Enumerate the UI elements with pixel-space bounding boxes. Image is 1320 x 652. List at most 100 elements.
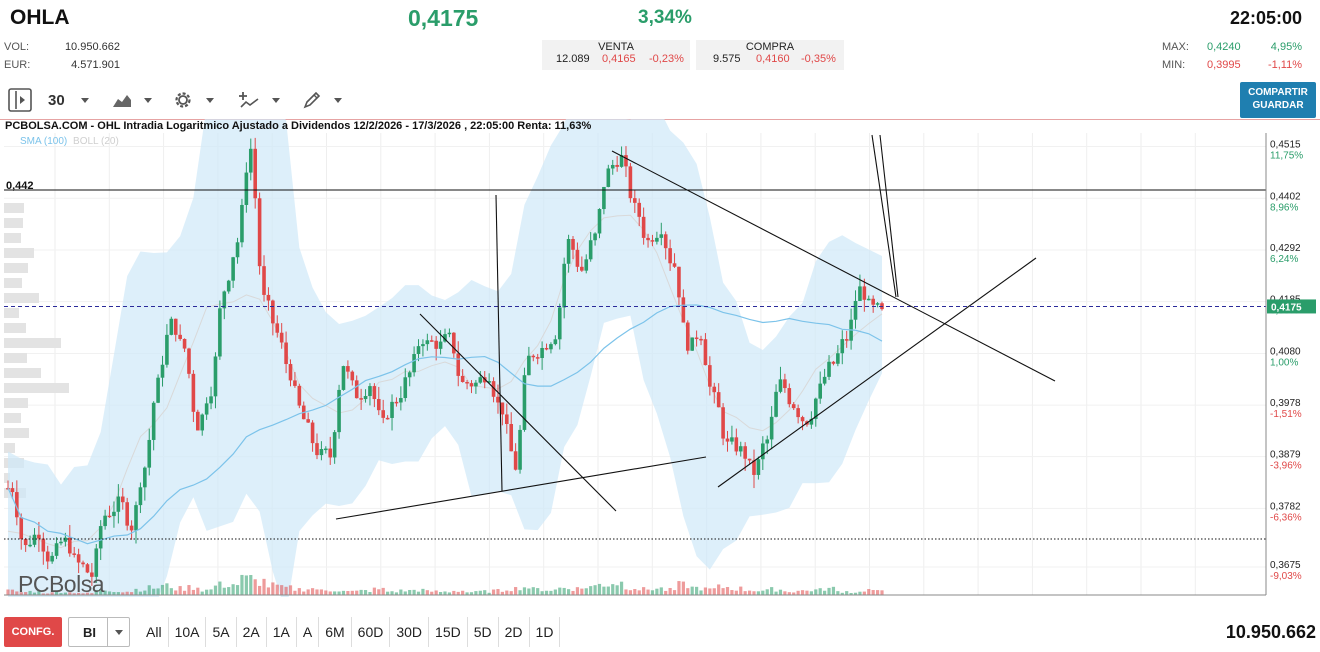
volume-bar: [708, 588, 712, 595]
share-save-button[interactable]: COMPARTIR GUARDAR: [1240, 82, 1316, 118]
volume-bar: [739, 586, 743, 595]
trend-line[interactable]: [611, 150, 1056, 382]
volume-bar: [288, 585, 293, 595]
mode-select[interactable]: BI: [68, 617, 130, 647]
trend-line[interactable]: [335, 456, 707, 520]
volume-bar: [262, 578, 266, 595]
legend-boll[interactable]: BOLL (20): [73, 136, 119, 147]
chevron-down-icon: [272, 97, 280, 103]
chart-type-button[interactable]: [112, 87, 152, 113]
range-button-30d[interactable]: 30D: [390, 617, 430, 647]
candle-down: [297, 385, 302, 406]
volume-bar: [836, 591, 840, 595]
volume-bar: [540, 591, 544, 595]
candle-down: [624, 155, 628, 167]
volume-bar: [531, 587, 535, 595]
volume-profile-bar: [4, 443, 15, 453]
candle-down: [262, 266, 266, 295]
candle-up: [875, 303, 880, 305]
volume-bar: [823, 590, 827, 595]
candle-down: [429, 340, 434, 342]
quote-time: 22:05:00: [1229, 8, 1302, 28]
trend-line[interactable]: [879, 134, 899, 298]
volume-bar: [637, 590, 641, 595]
volume-bar: [558, 587, 562, 595]
settings-button[interactable]: [172, 87, 214, 113]
volume-bar: [770, 587, 774, 595]
panel-toggle-button[interactable]: [8, 87, 32, 113]
range-button-5d[interactable]: 5D: [468, 617, 499, 647]
candle-down: [107, 515, 112, 518]
candle-down: [359, 398, 363, 400]
volume-bar: [628, 590, 632, 595]
candle-up: [690, 337, 694, 351]
range-button-all[interactable]: All: [140, 617, 169, 647]
candle-down: [465, 381, 469, 384]
draw-tools-button[interactable]: [302, 87, 342, 113]
config-button[interactable]: CONFG.: [4, 617, 62, 647]
range-button-5a[interactable]: 5A: [206, 617, 237, 647]
range-button-6m[interactable]: 6M: [319, 617, 352, 647]
range-button-10a[interactable]: 10A: [169, 617, 207, 647]
volume-bar: [187, 585, 191, 595]
volume-bar: [138, 591, 143, 595]
candle-up: [438, 341, 443, 349]
volume-bar: [293, 590, 297, 595]
candle-down: [288, 364, 293, 381]
candle-up: [866, 298, 871, 301]
candle-down: [685, 322, 690, 351]
min-pct: -1,11%: [1267, 59, 1302, 71]
candle-up: [63, 537, 68, 542]
volume-bar: [72, 593, 76, 595]
chart-canvas[interactable]: 252627234569101112131617181920232425260,…: [0, 119, 1320, 597]
candle-up: [610, 164, 615, 169]
min-row: MIN: 0,3995 -1,11%: [1162, 59, 1302, 73]
volume-bar: [15, 591, 19, 595]
candle-down: [677, 266, 681, 298]
volume-bar: [363, 590, 368, 595]
range-button-a[interactable]: A: [297, 617, 320, 647]
candle-down: [800, 417, 805, 422]
interval-select[interactable]: 30: [48, 87, 89, 113]
candle-up: [248, 148, 253, 173]
volume-bar: [315, 589, 319, 595]
candle-down: [456, 353, 461, 376]
y-tick-pct: 11,75%: [1270, 151, 1303, 162]
volume-bar: [633, 589, 637, 595]
trend-line[interactable]: [717, 257, 1037, 488]
trend-line[interactable]: [495, 194, 503, 492]
volume-bar: [686, 588, 690, 595]
range-button-2d[interactable]: 2D: [499, 617, 530, 647]
range-button-15d[interactable]: 15D: [429, 617, 468, 647]
trend-line[interactable]: [871, 134, 897, 298]
trend-line[interactable]: [419, 313, 617, 512]
candle-up: [778, 379, 783, 392]
range-button-1d[interactable]: 1D: [530, 617, 561, 647]
candle-up: [151, 402, 156, 440]
candle-down: [747, 458, 752, 461]
y-tick-price: 0,4515: [1270, 140, 1301, 151]
candle-up: [822, 376, 827, 384]
price-chart[interactable]: 252627234569101112131617181920232425260,…: [0, 119, 1320, 597]
volume-bar: [712, 588, 716, 595]
volume-bar: [249, 575, 253, 595]
volume-bar: [346, 591, 350, 595]
mode-select-dropdown[interactable]: [107, 618, 129, 646]
candle-down: [637, 202, 642, 217]
candle-up: [425, 340, 430, 345]
candle-down: [120, 496, 125, 503]
volume-bar: [655, 588, 659, 595]
range-button-60d[interactable]: 60D: [352, 617, 391, 647]
candle-up: [28, 544, 32, 547]
indicators-button[interactable]: [238, 87, 280, 113]
candle-down: [469, 383, 474, 387]
share-label: COMPARTIR: [1248, 87, 1308, 98]
mode-select-value: BI: [83, 625, 96, 640]
volume-bar: [800, 590, 805, 595]
range-button-2a[interactable]: 2A: [237, 617, 267, 647]
legend-sma[interactable]: SMA (100): [20, 136, 68, 147]
volume-bar: [730, 590, 734, 595]
range-button-1a[interactable]: 1A: [267, 617, 297, 647]
volume-bar: [544, 590, 549, 595]
candle-up: [602, 186, 606, 210]
